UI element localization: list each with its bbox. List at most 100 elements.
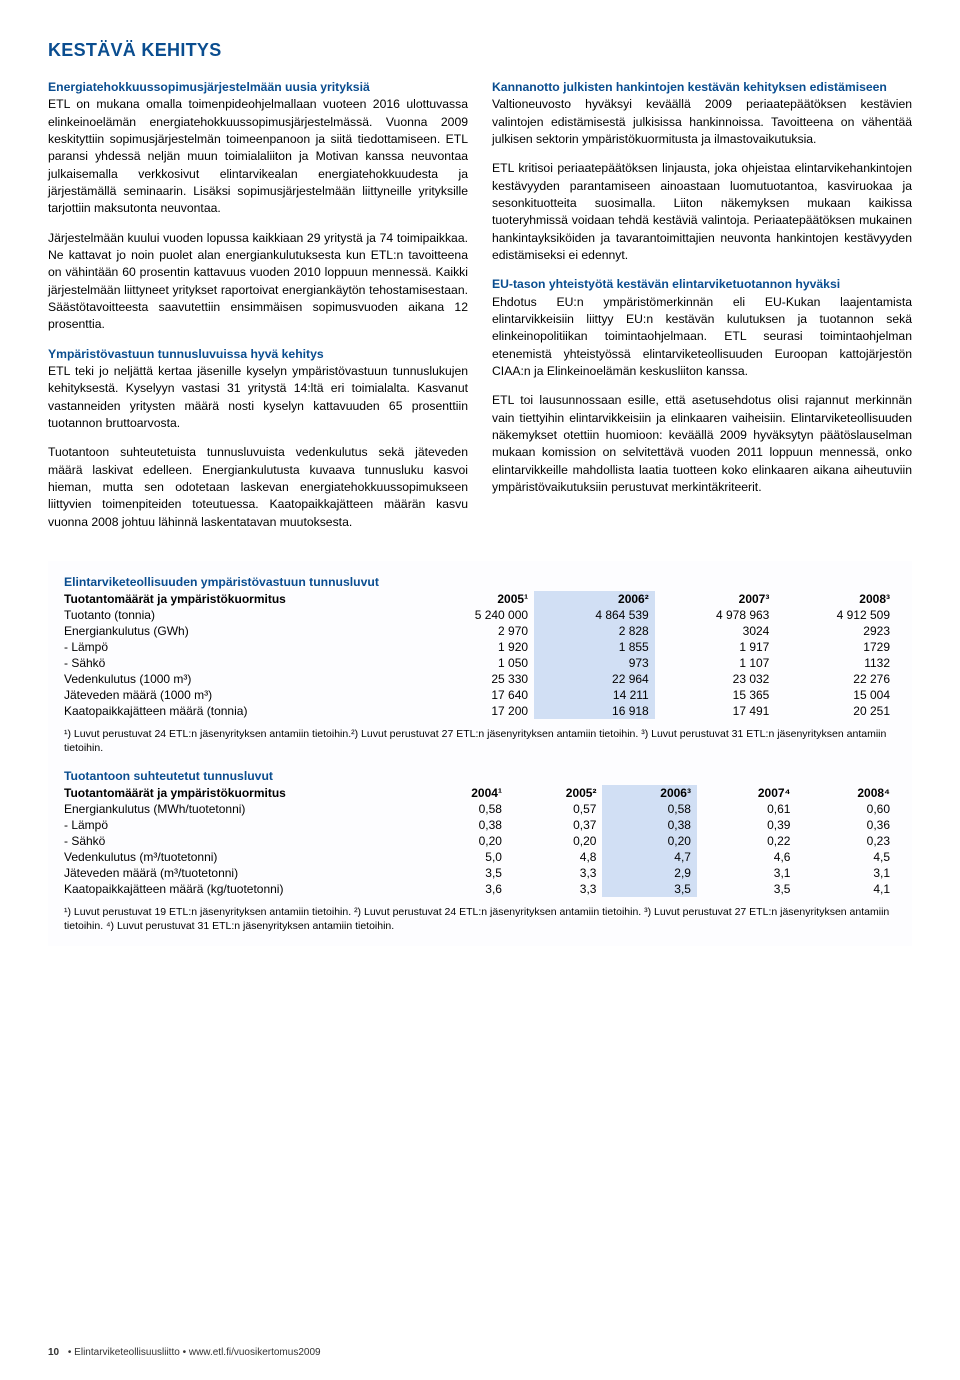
row-label: - Lämpö	[64, 639, 413, 655]
right-paragraph-4: ETL toi lausunnossaan esille, että asetu…	[492, 392, 912, 496]
cell-value: 2 970	[413, 623, 534, 639]
table-row: Tuotanto (tonnia)5 240 0004 864 5394 978…	[64, 607, 896, 623]
cell-value: 2,9	[602, 865, 697, 881]
row-label: - Sähkö	[64, 655, 413, 671]
cell-value: 0,38	[413, 817, 508, 833]
right-paragraph-2: ETL kritisoi periaatepäätöksen linjausta…	[492, 160, 912, 264]
left-paragraph-2: Järjestelmään kuului vuoden lopussa kaik…	[48, 230, 468, 334]
table-row: Kaatopaikkajätteen määrä (tonnia)17 2001…	[64, 703, 896, 719]
two-column-layout: Energiatehokkuussopimusjärjestelmään uus…	[48, 79, 912, 543]
row-label: - Lämpö	[64, 817, 413, 833]
table-row: - Lämpö0,380,370,380,390,36	[64, 817, 896, 833]
row-label: Kaatopaikkajätteen määrä (tonnia)	[64, 703, 413, 719]
cell-value: 4 864 539	[534, 607, 655, 623]
cell-value: 3,5	[413, 865, 508, 881]
row-label: Energiankulutus (GWh)	[64, 623, 413, 639]
left-section-1: Energiatehokkuussopimusjärjestelmään uus…	[48, 79, 468, 218]
cell-value: 973	[534, 655, 655, 671]
table1-col-2008: 2008³	[775, 591, 896, 607]
table2-footnotes: ¹) Luvut perustuvat 19 ETL:n jäsenyrityk…	[64, 905, 896, 933]
left-heading-2: Ympäristövastuun tunnusluvuissa hyvä keh…	[48, 347, 324, 361]
table1-header-row: Tuotantomäärät ja ympäristökuormitus 200…	[64, 591, 896, 607]
cell-value: 17 491	[655, 703, 776, 719]
left-heading-1: Energiatehokkuussopimusjärjestelmään uus…	[48, 80, 370, 94]
cell-value: 4,6	[697, 849, 797, 865]
cell-value: 2 828	[534, 623, 655, 639]
row-label: Jäteveden määrä (m³/tuotetonni)	[64, 865, 413, 881]
row-label: Vedenkulutus (1000 m³)	[64, 671, 413, 687]
left-section-2: Ympäristövastuun tunnusluvuissa hyvä keh…	[48, 346, 468, 433]
cell-value: 5,0	[413, 849, 508, 865]
table1-col-2005: 2005¹	[413, 591, 534, 607]
cell-value: 15 004	[775, 687, 896, 703]
cell-value: 16 918	[534, 703, 655, 719]
row-label: Tuotanto (tonnia)	[64, 607, 413, 623]
table-row: - Sähkö1 0509731 1071132	[64, 655, 896, 671]
cell-value: 0,60	[796, 801, 896, 817]
cell-value: 23 032	[655, 671, 776, 687]
cell-value: 22 276	[775, 671, 896, 687]
table-row: Energiankulutus (MWh/tuotetonni)0,580,57…	[64, 801, 896, 817]
document-page: KESTÄVÄ KEHITYS Energiatehokkuussopimusj…	[0, 0, 960, 976]
right-paragraph-1: Valtioneuvosto hyväksyi keväällä 2009 pe…	[492, 97, 912, 146]
production-relative-indicators-table: Tuotantomäärät ja ympäristökuormitus 200…	[64, 785, 896, 897]
cell-value: 3,1	[796, 865, 896, 881]
table2-col-2006: 2006³	[602, 785, 697, 801]
right-heading-1: Kannanotto julkisten hankintojen kestävä…	[492, 80, 887, 94]
cell-value: 0,20	[413, 833, 508, 849]
cell-value: 3,5	[602, 881, 697, 897]
cell-value: 0,36	[796, 817, 896, 833]
table2-title: Tuotantoon suhteutetut tunnusluvut	[64, 769, 896, 783]
cell-value: 3,3	[508, 865, 603, 881]
data-tables-block: Elintarviketeollisuuden ympäristövastuun…	[48, 561, 912, 946]
cell-value: 0,22	[697, 833, 797, 849]
cell-value: 25 330	[413, 671, 534, 687]
table2-col-2004: 2004¹	[413, 785, 508, 801]
table2-header-row: Tuotantomäärät ja ympäristökuormitus 200…	[64, 785, 896, 801]
cell-value: 3,1	[697, 865, 797, 881]
cell-value: 3,5	[697, 881, 797, 897]
cell-value: 0,61	[697, 801, 797, 817]
page-footer: 10 • Elintarviketeollisuusliitto • www.e…	[48, 1347, 321, 1358]
cell-value: 0,37	[508, 817, 603, 833]
cell-value: 2923	[775, 623, 896, 639]
cell-value: 0,57	[508, 801, 603, 817]
cell-value: 3024	[655, 623, 776, 639]
cell-value: 0,39	[697, 817, 797, 833]
right-paragraph-3: Ehdotus EU:n ympäristömerkinnän eli EU-K…	[492, 295, 912, 378]
cell-value: 1 917	[655, 639, 776, 655]
table1-col-2006: 2006²	[534, 591, 655, 607]
right-section-2: EU-tason yhteistyötä kestävän elintarvik…	[492, 276, 912, 380]
cell-value: 1 050	[413, 655, 534, 671]
cell-value: 4,1	[796, 881, 896, 897]
cell-value: 22 964	[534, 671, 655, 687]
table-row: - Lämpö1 9201 8551 9171729	[64, 639, 896, 655]
footer-text: • Elintarviketeollisuusliitto • www.etl.…	[68, 1347, 321, 1358]
table-row: Vedenkulutus (1000 m³)25 33022 96423 032…	[64, 671, 896, 687]
cell-value: 4,5	[796, 849, 896, 865]
cell-value: 3,3	[508, 881, 603, 897]
cell-value: 0,58	[413, 801, 508, 817]
table2-col-2007: 2007⁴	[697, 785, 797, 801]
row-label: Jäteveden määrä (1000 m³)	[64, 687, 413, 703]
cell-value: 1 855	[534, 639, 655, 655]
left-paragraph-4: Tuotantoon suhteutetuista tunnusluvuista…	[48, 444, 468, 531]
cell-value: 20 251	[775, 703, 896, 719]
cell-value: 0,58	[602, 801, 697, 817]
cell-value: 17 200	[413, 703, 534, 719]
table1-col-2007: 2007³	[655, 591, 776, 607]
cell-value: 1 107	[655, 655, 776, 671]
table1-footnotes: ¹) Luvut perustuvat 24 ETL:n jäsenyrityk…	[64, 727, 896, 755]
right-column: Kannanotto julkisten hankintojen kestävä…	[492, 79, 912, 543]
row-label: Vedenkulutus (m³/tuotetonni)	[64, 849, 413, 865]
cell-value: 15 365	[655, 687, 776, 703]
table-row: Jäteveden määrä (1000 m³)17 64014 21115 …	[64, 687, 896, 703]
cell-value: 4 912 509	[775, 607, 896, 623]
table2-header-label: Tuotantomäärät ja ympäristökuormitus	[64, 785, 413, 801]
right-heading-2: EU-tason yhteistyötä kestävän elintarvik…	[492, 277, 840, 291]
cell-value: 4 978 963	[655, 607, 776, 623]
cell-value: 0,23	[796, 833, 896, 849]
table-row: Jäteveden määrä (m³/tuotetonni)3,53,32,9…	[64, 865, 896, 881]
cell-value: 4,8	[508, 849, 603, 865]
cell-value: 3,6	[413, 881, 508, 897]
